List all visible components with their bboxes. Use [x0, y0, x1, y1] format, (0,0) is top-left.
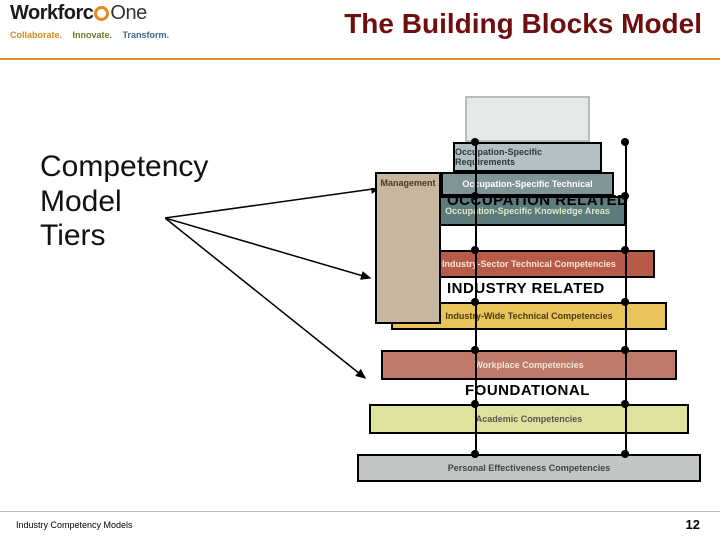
tier-t9: [465, 96, 590, 142]
tiers-label: Competency Model Tiers: [40, 150, 208, 254]
slide-title: The Building Blocks Model: [344, 8, 702, 40]
node-dot: [471, 138, 479, 146]
page-number: 12: [686, 517, 700, 532]
brand-suffix: One: [110, 2, 146, 24]
tagline-3: Transform.: [122, 30, 169, 40]
node-dot: [621, 246, 629, 254]
tier-t4: Workplace Competencies: [381, 350, 677, 380]
footer-left: Industry Competency Models: [16, 520, 133, 530]
brand-prefix: Workforc: [10, 2, 93, 24]
logo: Workforc One Collaborate. Innovate. Trans…: [10, 2, 175, 43]
tagline-1: Collaborate.: [10, 30, 62, 40]
node-dot: [621, 298, 629, 306]
section-banner: FOUNDATIONAL: [465, 382, 590, 399]
label-line2: Model: [40, 185, 208, 220]
node-dot: [621, 400, 629, 408]
node-dot: [471, 346, 479, 354]
node-dot: [621, 346, 629, 354]
tier-t3: Academic Competencies: [369, 404, 689, 434]
slide: Workforc One Collaborate. Innovate. Trans…: [0, 0, 720, 540]
footer-rule: [0, 511, 720, 512]
header: Workforc One Collaborate. Innovate. Trans…: [0, 0, 720, 58]
node-dot: [621, 450, 629, 458]
node-dot: [621, 138, 629, 146]
label-line3: Tiers: [40, 219, 208, 254]
tagline-2: Innovate.: [72, 30, 112, 40]
tier-t2: Personal Effectiveness Competencies: [357, 454, 701, 482]
node-dot: [471, 400, 479, 408]
label-line1: Competency: [40, 150, 208, 185]
section-banner: INDUSTRY RELATED: [447, 280, 605, 297]
node-dot: [471, 298, 479, 306]
node-dot: [471, 450, 479, 458]
tagline: Collaborate. Innovate. Transform.: [10, 25, 175, 43]
tier-mgmt: Management: [375, 172, 441, 324]
pyramid-diagram: Occupation-Specific RequirementsOccupati…: [355, 96, 700, 486]
ring-icon: [94, 6, 109, 21]
section-banner: OCCUPATION RELATED: [447, 192, 629, 209]
header-rule: [0, 58, 720, 60]
node-dot: [471, 246, 479, 254]
brand: Workforc One: [10, 2, 175, 25]
